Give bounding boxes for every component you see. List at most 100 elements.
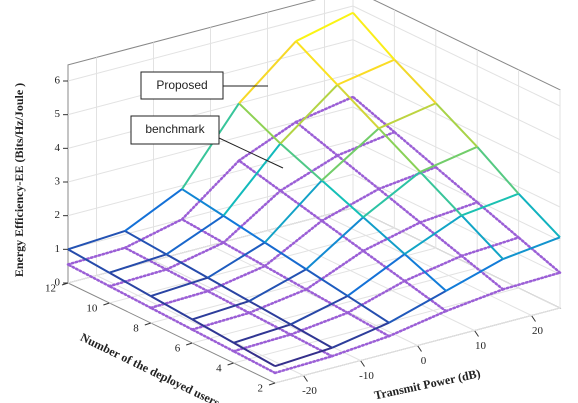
surface-edge <box>403 253 447 292</box>
surface-edge <box>517 236 562 274</box>
tick-mark <box>417 345 422 352</box>
annotation: benchmark <box>145 122 205 136</box>
surface-edge <box>388 289 447 324</box>
surface-edge <box>247 288 308 315</box>
surface-edge <box>321 179 364 218</box>
surface-edge <box>232 349 277 375</box>
surface-edge <box>361 249 406 283</box>
surface-edge <box>124 230 167 256</box>
surface-edge <box>273 354 334 375</box>
surface-edge <box>403 279 448 313</box>
grid-line <box>96 275 304 376</box>
surface-edge <box>419 171 463 217</box>
surface-edge <box>124 188 183 232</box>
surface-edge <box>108 268 168 288</box>
surface-edge <box>461 192 519 217</box>
tick-mark <box>303 375 308 382</box>
surface-edge <box>321 127 380 182</box>
surface-edge <box>289 333 334 358</box>
surface-edge <box>238 102 282 145</box>
tick-mark <box>144 322 151 326</box>
tick-mark <box>360 360 365 367</box>
surface-edge <box>279 154 339 192</box>
surface-edge <box>233 341 276 368</box>
z-axis-label: Energy Efficiency-EE (Bits/Hz/Joule ) <box>12 83 26 277</box>
surface-edge <box>248 300 292 326</box>
z-tick-label: 0 <box>55 277 61 289</box>
surface-edge <box>304 288 349 315</box>
surface-edge <box>476 146 520 195</box>
surface-edge <box>445 258 504 292</box>
surface-edge <box>67 248 110 274</box>
surface-edge <box>109 253 167 274</box>
surface-edge <box>206 264 267 293</box>
surface-edge <box>67 230 126 251</box>
surface-edge <box>304 249 365 291</box>
surface-edge <box>279 189 324 223</box>
surface-edge <box>404 214 463 255</box>
surface-edge <box>279 84 339 145</box>
annotation: Proposed <box>156 78 207 92</box>
tick-mark <box>61 282 69 286</box>
surface-edge <box>165 253 209 279</box>
x-axis-label: Transmit Power (dB) <box>373 366 482 402</box>
x-tick-label: -10 <box>359 370 374 382</box>
surface-edge <box>190 311 251 331</box>
surface-edge <box>460 214 504 260</box>
surface-edge <box>233 323 291 344</box>
surface-edge <box>108 284 153 310</box>
surface-edge <box>149 289 210 310</box>
surface-edge <box>419 145 478 173</box>
surface-edge <box>264 241 307 271</box>
surface-edge <box>378 102 437 130</box>
y-tick-label: 10 <box>86 303 98 315</box>
surface-edge <box>237 159 282 192</box>
surface-edge <box>190 328 235 353</box>
surface-edge <box>475 201 520 239</box>
x-tick-label: 20 <box>532 325 544 337</box>
z-tick-label: 5 <box>55 108 61 120</box>
surface-edge <box>352 12 396 61</box>
grid-line <box>352 173 561 275</box>
surface-edge <box>434 165 479 204</box>
surface-edge <box>295 11 354 43</box>
surface-edge <box>238 40 297 105</box>
surface-edge <box>351 95 396 134</box>
tick-mark <box>474 330 479 337</box>
surface-edge <box>387 309 448 338</box>
surface-edge <box>247 311 292 336</box>
surface-edge <box>347 253 406 297</box>
surface-edge <box>150 295 193 321</box>
surface-edge <box>295 40 339 86</box>
surface-edge <box>378 127 421 173</box>
surface-edge <box>444 288 505 313</box>
surface-edge <box>150 276 209 298</box>
surface-edge <box>222 189 282 244</box>
grid-line <box>210 245 418 346</box>
surface-edge <box>181 102 240 190</box>
surface-edge <box>294 120 339 157</box>
surface-edge <box>435 102 478 148</box>
surface-edge <box>290 323 333 349</box>
surfaces <box>66 11 562 375</box>
surface-edge <box>165 214 224 256</box>
grid-line <box>274 307 561 384</box>
surface-edge <box>305 216 364 270</box>
grid-line <box>150 247 436 324</box>
tick-mark <box>531 315 536 322</box>
surface-edge <box>418 201 479 224</box>
y-tick-label: 4 <box>216 363 222 375</box>
annotation-box <box>130 115 220 145</box>
surface-edge <box>66 246 127 266</box>
surface-edge <box>207 241 266 279</box>
surface-edge <box>264 179 323 244</box>
grid-line <box>324 215 532 316</box>
surface-edge <box>279 142 323 182</box>
grid-line <box>352 39 561 141</box>
z-tick-label: 4 <box>55 142 61 154</box>
x-tick-label: 10 <box>475 340 487 352</box>
surface-edge <box>263 264 308 291</box>
surface-edge <box>206 289 251 315</box>
z-tick-label: 2 <box>55 209 61 221</box>
surface-edge <box>180 159 241 221</box>
